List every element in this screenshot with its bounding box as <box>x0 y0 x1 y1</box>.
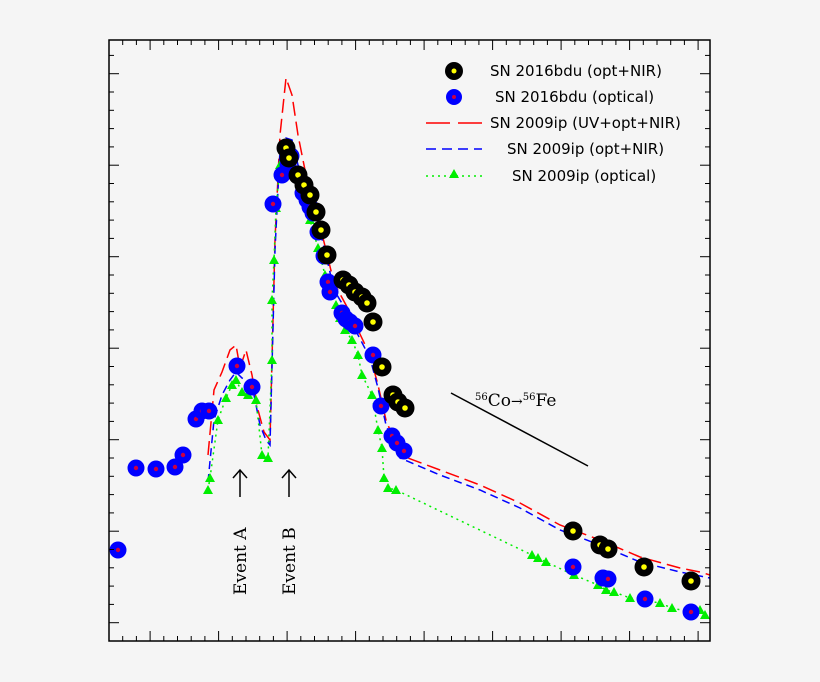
blue-circle-point <box>243 378 261 396</box>
event-b-label: Event B <box>280 527 300 595</box>
black-circle-point <box>357 293 377 313</box>
green-triangle-point <box>601 585 611 594</box>
red-dot-icon <box>452 95 456 99</box>
green-triangle-point <box>267 355 277 364</box>
blue-circle-point <box>346 317 364 335</box>
blue-circle-point <box>109 541 127 559</box>
legend-label: SN 2016bdu (opt+NIR) <box>490 62 662 80</box>
green-triangle-point <box>667 603 677 612</box>
decay-co: Co <box>488 391 511 411</box>
green-triangle-point <box>213 415 223 424</box>
green-triangle-point <box>379 473 389 482</box>
decay-slope-annotation: 56Co→56Fe <box>450 391 589 467</box>
green-triangle-point <box>383 483 393 492</box>
green-triangle-point <box>609 587 619 596</box>
black-circle-point <box>363 312 383 332</box>
green-triangle-point <box>367 390 377 399</box>
plot-frame <box>108 39 711 642</box>
black-circle-point <box>634 557 654 577</box>
green-triangle-point <box>205 473 215 482</box>
legend-item-2009ip-optical: SN 2009ip (optical) <box>426 167 656 185</box>
event-b-arrowhead-icon <box>281 468 297 479</box>
green-triangle-point <box>533 553 543 562</box>
blue-circle-point <box>564 558 582 576</box>
blue-circle-point <box>682 603 700 621</box>
green-triangle-point <box>655 598 665 607</box>
black-circle-point <box>300 185 320 205</box>
legend-item-2009ip-uvoptnir: SN 2009ip (UV+opt+NIR) <box>426 114 681 132</box>
legend-label: SN 2009ip (optical) <box>512 167 656 185</box>
blue-circle-point <box>200 402 218 420</box>
green-triangle-point <box>353 350 363 359</box>
green-triangle-point <box>257 450 267 459</box>
green-triangle-point <box>237 387 247 396</box>
blue-circle-point <box>321 283 339 301</box>
black-circle-point <box>306 202 326 222</box>
black-circle-point <box>395 398 415 418</box>
black-circle-point <box>563 521 583 541</box>
black-circle-point <box>279 148 299 168</box>
blue-circle-point <box>264 195 282 213</box>
legend-label: SN 2009ip (UV+opt+NIR) <box>490 114 681 132</box>
blue-circle-point <box>174 446 192 464</box>
green-triangle-point <box>203 485 213 494</box>
blue-circle-point <box>127 459 145 477</box>
decay-sup-co: 56 <box>475 392 488 403</box>
green-triangle-point <box>340 325 350 334</box>
green-triangle-point <box>357 370 367 379</box>
green-triangle-point <box>221 393 231 402</box>
legend-label: SN 2009ip (opt+NIR) <box>507 140 664 158</box>
yellow-dot-icon <box>451 68 457 74</box>
legend-item-2009ip-optnir: SN 2009ip (opt+NIR) <box>426 140 664 158</box>
green-triangle-point <box>527 550 537 559</box>
decay-label: 56Co→56Fe <box>475 391 556 411</box>
green-triangle-point <box>377 443 387 452</box>
decay-fe: Fe <box>535 391 556 411</box>
decay-slope-line <box>450 392 589 467</box>
decay-sup-fe: 56 <box>523 392 536 403</box>
green-triangle-point <box>347 335 357 344</box>
event-b-annotation: Event B <box>280 468 300 595</box>
green-triangle-point <box>263 453 273 462</box>
black-circle-point <box>681 571 701 591</box>
green-triangle-point <box>251 395 261 404</box>
black-circle-point <box>372 357 392 377</box>
green-triangle-point <box>625 593 635 602</box>
green-triangle-marker-icon <box>449 169 459 178</box>
black-circle-point <box>598 539 618 559</box>
green-triangle-point <box>269 255 279 264</box>
blue-circle-point <box>228 357 246 375</box>
series-markers <box>109 138 710 621</box>
legend: SN 2016bdu (opt+NIR) SN 2016bdu (optical… <box>426 62 681 185</box>
green-triangle-point <box>373 425 383 434</box>
green-triangle-point <box>541 557 551 566</box>
green-triangle-point <box>700 610 710 619</box>
legend-label: SN 2016bdu (optical) <box>495 88 654 106</box>
blue-circle-point <box>599 570 617 588</box>
blue-circle-point <box>395 442 413 460</box>
event-a-annotation: Event A <box>231 468 251 595</box>
blue-circle-point <box>147 460 165 478</box>
blue-circle-point <box>636 590 654 608</box>
event-a-label: Event A <box>231 527 251 595</box>
event-a-arrowhead-icon <box>232 468 248 479</box>
green-triangle-point <box>267 295 277 304</box>
green-triangle-point <box>391 485 401 494</box>
legend-item-2016bdu-optical: SN 2016bdu (optical) <box>446 88 654 106</box>
blue-circle-point <box>166 458 184 476</box>
green-triangle-point <box>231 375 241 384</box>
black-circle-point <box>317 245 337 265</box>
green-triangle-point <box>227 380 237 389</box>
legend-item-2016bdu-optnir: SN 2016bdu (opt+NIR) <box>445 62 662 80</box>
decay-arrow: → <box>511 394 523 410</box>
black-circle-point <box>311 220 331 240</box>
blue-circle-point <box>372 397 390 415</box>
